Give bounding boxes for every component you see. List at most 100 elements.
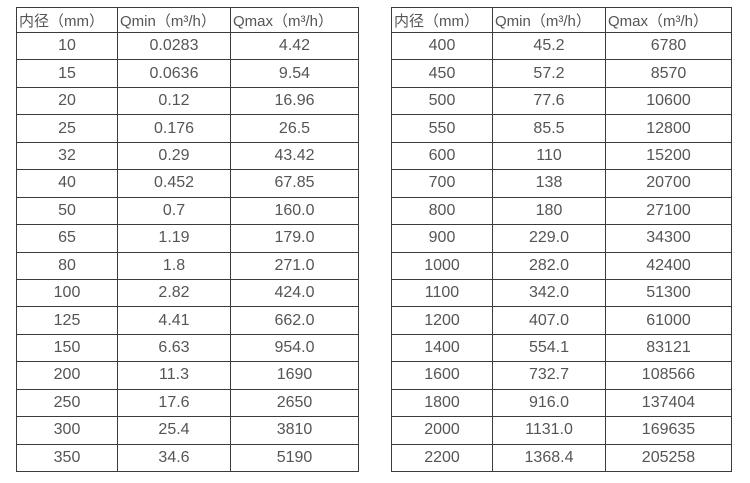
table-row: 2000 1131.0 169635 [391, 416, 732, 445]
column-header: Qmax（m³/h） [230, 7, 359, 33]
table-cell: 108566 [605, 361, 732, 390]
table-row: 20 0.12 16.96 [16, 86, 359, 116]
table-cell: 25.4 [117, 416, 231, 445]
table-cell: 32 [16, 141, 118, 171]
table-cell: 1368.4 [492, 443, 606, 473]
table-cell: 0.452 [117, 169, 231, 198]
table-row: 700 138 20700 [391, 169, 732, 198]
table-cell: 6.63 [117, 333, 231, 363]
table-cell: 1690 [230, 361, 359, 390]
table-cell: 17.6 [117, 388, 231, 418]
column-header: 内径（mm） [391, 7, 493, 33]
table-row: 1800 916.0 137404 [391, 388, 732, 418]
table-cell: 2000 [391, 416, 493, 445]
table-cell: 45.2 [492, 31, 606, 61]
table-row: 25 0.176 26.5 [16, 114, 359, 143]
table-cell: 42400 [605, 251, 732, 280]
table-row: 100 2.82 424.0 [16, 278, 359, 308]
table-cell: 10600 [605, 86, 732, 116]
table-cell: 61000 [605, 306, 732, 335]
table-cell: 271.0 [230, 251, 359, 280]
table-row: 150 6.63 954.0 [16, 333, 359, 363]
table-row: 10 0.0283 4.42 [16, 31, 359, 61]
table-cell: 0.176 [117, 114, 231, 143]
table-cell: 10 [16, 31, 118, 61]
table-cell: 4.41 [117, 306, 231, 335]
table-row: 125 4.41 662.0 [16, 306, 359, 335]
table-cell: 900 [391, 224, 493, 253]
table-cell: 1100 [391, 278, 493, 308]
table-cell: 20700 [605, 169, 732, 198]
column-header: 内径（mm） [16, 7, 118, 33]
table-cell: 700 [391, 169, 493, 198]
table-cell: 11.3 [117, 361, 231, 390]
table-cell: 2.82 [117, 278, 231, 308]
table-cell: 550 [391, 114, 493, 143]
table-row: 80 1.8 271.0 [16, 251, 359, 280]
table-cell: 732.7 [492, 361, 606, 390]
table-cell: 1600 [391, 361, 493, 390]
table-cell: 2650 [230, 388, 359, 418]
table-cell: 500 [391, 86, 493, 116]
table-row: 400 45.2 6780 [391, 31, 732, 61]
table-cell: 51300 [605, 278, 732, 308]
table-cell: 25 [16, 114, 118, 143]
table-cell: 229.0 [492, 224, 606, 253]
table-cell: 205258 [605, 443, 732, 473]
table-cell: 27100 [605, 196, 732, 226]
table-cell: 180 [492, 196, 606, 226]
table-row: 1600 732.7 108566 [391, 361, 732, 390]
table-cell: 15 [16, 59, 118, 88]
table-row: 50 0.7 160.0 [16, 196, 359, 226]
table-cell: 916.0 [492, 388, 606, 418]
table-row: 500 77.6 10600 [391, 86, 732, 116]
table-cell: 5190 [230, 443, 359, 473]
table-cell: 43.42 [230, 141, 359, 171]
table-cell: 15200 [605, 141, 732, 171]
table-cell: 342.0 [492, 278, 606, 308]
table-cell: 800 [391, 196, 493, 226]
table-row: 200 11.3 1690 [16, 361, 359, 390]
table-row: 1200 407.0 61000 [391, 306, 732, 335]
column-header: Qmin（m³/h） [492, 7, 606, 33]
table-cell: 65 [16, 224, 118, 253]
table-row: 15 0.0636 9.54 [16, 59, 359, 88]
table-cell: 9.54 [230, 59, 359, 88]
table-cell: 200 [16, 361, 118, 390]
table-cell: 0.29 [117, 141, 231, 171]
table-cell: 0.0636 [117, 59, 231, 88]
table-cell: 100 [16, 278, 118, 308]
table-cell: 2200 [391, 443, 493, 473]
table-row: 900 229.0 34300 [391, 224, 732, 253]
table-cell: 138 [492, 169, 606, 198]
table-row: 2200 1368.4 205258 [391, 443, 732, 473]
flow-table-large-diameters: 内径（mm） Qmin（m³/h） Qmax（m³/h） 400 45.2 6780 45… [391, 7, 732, 473]
table-row: 40 0.452 67.85 [16, 169, 359, 198]
table-row: 800 180 27100 [391, 196, 732, 226]
table-cell: 1.8 [117, 251, 231, 280]
table-cell: 554.1 [492, 333, 606, 363]
column-header: Qmax（m³/h） [605, 7, 732, 33]
header-row: 内径（mm） Qmin（m³/h） Qmax（m³/h） [391, 7, 732, 33]
header-row: 内径（mm） Qmin（m³/h） Qmax（m³/h） [16, 7, 359, 33]
table-cell: 169635 [605, 416, 732, 445]
table-cell: 12800 [605, 114, 732, 143]
table-row: 450 57.2 8570 [391, 59, 732, 88]
table-cell: 400 [391, 31, 493, 61]
table-cell: 3810 [230, 416, 359, 445]
table-cell: 83121 [605, 333, 732, 363]
table-cell: 110 [492, 141, 606, 171]
table-cell: 600 [391, 141, 493, 171]
table-row: 32 0.29 43.42 [16, 141, 359, 171]
table-cell: 954.0 [230, 333, 359, 363]
table-cell: 6780 [605, 31, 732, 61]
table-cell: 424.0 [230, 278, 359, 308]
table-cell: 1400 [391, 333, 493, 363]
table-cell: 179.0 [230, 224, 359, 253]
table-cell: 250 [16, 388, 118, 418]
table-cell: 80 [16, 251, 118, 280]
table-cell: 77.6 [492, 86, 606, 116]
table-cell: 20 [16, 86, 118, 116]
table-cell: 300 [16, 416, 118, 445]
